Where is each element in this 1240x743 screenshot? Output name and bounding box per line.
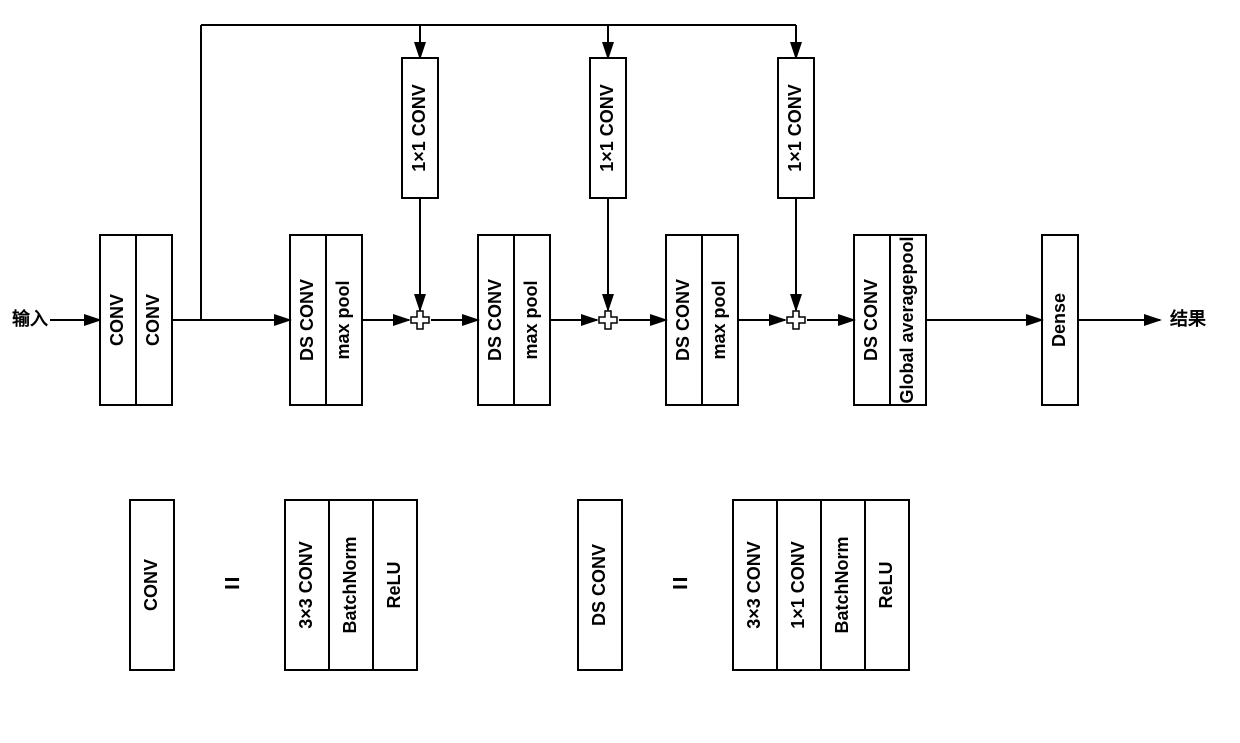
svg-text:1×1 CONV: 1×1 CONV bbox=[409, 84, 429, 172]
svg-text:DS CONV: DS CONV bbox=[861, 279, 881, 361]
network-diagram: 输入 CONV CONV DS CONV max pool DS CONV max pool… bbox=[0, 0, 1240, 743]
svg-text:3×3 CONV: 3×3 CONV bbox=[296, 541, 316, 629]
plus-0 bbox=[411, 311, 429, 329]
svg-text:3×3 CONV: 3×3 CONV bbox=[744, 541, 764, 629]
svg-text:1×1 CONV: 1×1 CONV bbox=[785, 84, 805, 172]
ds1: DS CONV max pool bbox=[290, 235, 362, 405]
svg-text:DS CONV: DS CONV bbox=[297, 279, 317, 361]
svg-text:ReLU: ReLU bbox=[384, 561, 404, 608]
svg-text:BatchNorm: BatchNorm bbox=[832, 536, 852, 633]
svg-text:DS CONV: DS CONV bbox=[589, 544, 609, 626]
conv-definition: 3×3 CONV BatchNorm ReLU bbox=[285, 500, 417, 670]
svg-text:CONV: CONV bbox=[107, 294, 127, 346]
svg-text:Dense: Dense bbox=[1049, 293, 1069, 347]
dense: Dense bbox=[1042, 235, 1078, 405]
svg-text:Global averagepool: Global averagepool bbox=[897, 236, 917, 403]
svg-text:max pool: max pool bbox=[333, 280, 353, 359]
dsconv-definition: 3×3 CONV 1×1 CONV BatchNorm ReLU bbox=[733, 500, 909, 670]
svg-text:ReLU: ReLU bbox=[876, 561, 896, 608]
svg-text:max pool: max pool bbox=[521, 280, 541, 359]
plus-2 bbox=[787, 311, 805, 329]
svg-text:1×1 CONV: 1×1 CONV bbox=[788, 541, 808, 629]
svg-text:DS CONV: DS CONV bbox=[485, 279, 505, 361]
ds3: DS CONV max pool bbox=[666, 235, 738, 405]
svg-text:BatchNorm: BatchNorm bbox=[340, 536, 360, 633]
svg-text:输入: 输入 bbox=[12, 308, 48, 329]
svg-text:结果: 结果 bbox=[1170, 308, 1207, 329]
ds2: DS CONV max pool bbox=[478, 235, 550, 405]
svg-text:CONV: CONV bbox=[143, 294, 163, 346]
conv1: CONV CONV bbox=[100, 235, 172, 405]
svg-text:CONV: CONV bbox=[141, 559, 161, 611]
ds4: DS CONV Global averagepool bbox=[854, 235, 926, 405]
svg-text:=: = bbox=[224, 567, 240, 598]
plus-1 bbox=[599, 311, 617, 329]
svg-text:DS CONV: DS CONV bbox=[673, 279, 693, 361]
svg-text:max pool: max pool bbox=[709, 280, 729, 359]
svg-text:=: = bbox=[672, 567, 688, 598]
svg-text:1×1 CONV: 1×1 CONV bbox=[597, 84, 617, 172]
